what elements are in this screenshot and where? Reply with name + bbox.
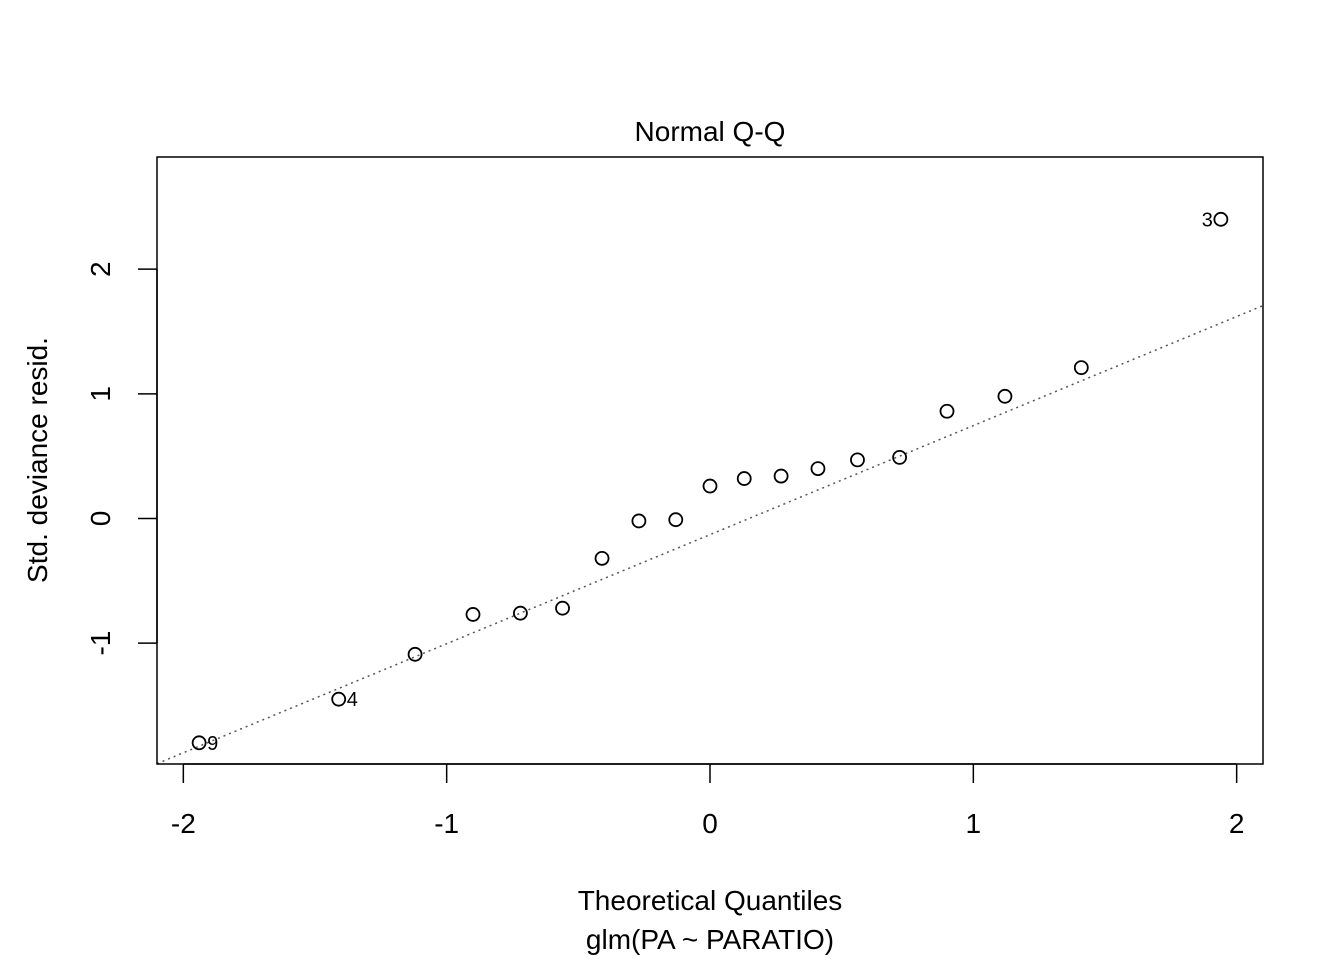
data-point xyxy=(850,452,865,468)
chart-title: Normal Q-Q xyxy=(635,116,786,147)
point-label: 3 xyxy=(1202,209,1213,231)
point-label: 4 xyxy=(347,689,358,711)
data-point xyxy=(555,600,570,616)
y-axis-label: Std. deviance resid. xyxy=(22,337,53,583)
y-axis: -1 0 1 2 xyxy=(85,261,158,656)
x-tick-label: -2 xyxy=(171,808,196,839)
data-point xyxy=(702,478,718,494)
data-point xyxy=(465,607,481,622)
data-point xyxy=(1213,211,1229,227)
x-tick-label: 2 xyxy=(1229,808,1245,839)
x-axis: -2 -1 0 1 2 xyxy=(171,763,1245,839)
data-point xyxy=(892,449,907,465)
x-tick-label: -1 xyxy=(434,808,459,839)
point-labels-group: 9 4 3 xyxy=(207,209,1213,754)
points-group xyxy=(191,211,1229,751)
x-tick-label: 0 xyxy=(702,808,718,839)
y-tick-label: 0 xyxy=(85,511,116,527)
data-point xyxy=(1073,360,1089,376)
reference-line-group xyxy=(156,304,1264,765)
data-point xyxy=(997,388,1013,404)
x-axis-subtitle: glm(PA ~ PARATIO) xyxy=(586,924,834,955)
data-point xyxy=(810,461,826,477)
y-tick-label: 1 xyxy=(85,386,116,402)
qq-reference-line xyxy=(156,304,1264,765)
y-tick-label: -1 xyxy=(85,631,116,656)
x-axis-label: Theoretical Quantiles xyxy=(578,885,843,916)
x-tick-label: 1 xyxy=(966,808,982,839)
data-point xyxy=(331,691,347,707)
data-point xyxy=(407,646,423,662)
data-point xyxy=(736,471,752,486)
data-point xyxy=(594,550,610,566)
point-label: 9 xyxy=(207,733,218,755)
plot-frame xyxy=(156,156,1264,765)
data-point xyxy=(191,735,207,751)
data-point xyxy=(668,512,684,528)
data-point xyxy=(939,403,955,419)
data-point xyxy=(773,468,789,484)
data-point xyxy=(513,605,528,621)
data-point xyxy=(631,513,647,529)
y-tick-label: 2 xyxy=(85,261,116,277)
